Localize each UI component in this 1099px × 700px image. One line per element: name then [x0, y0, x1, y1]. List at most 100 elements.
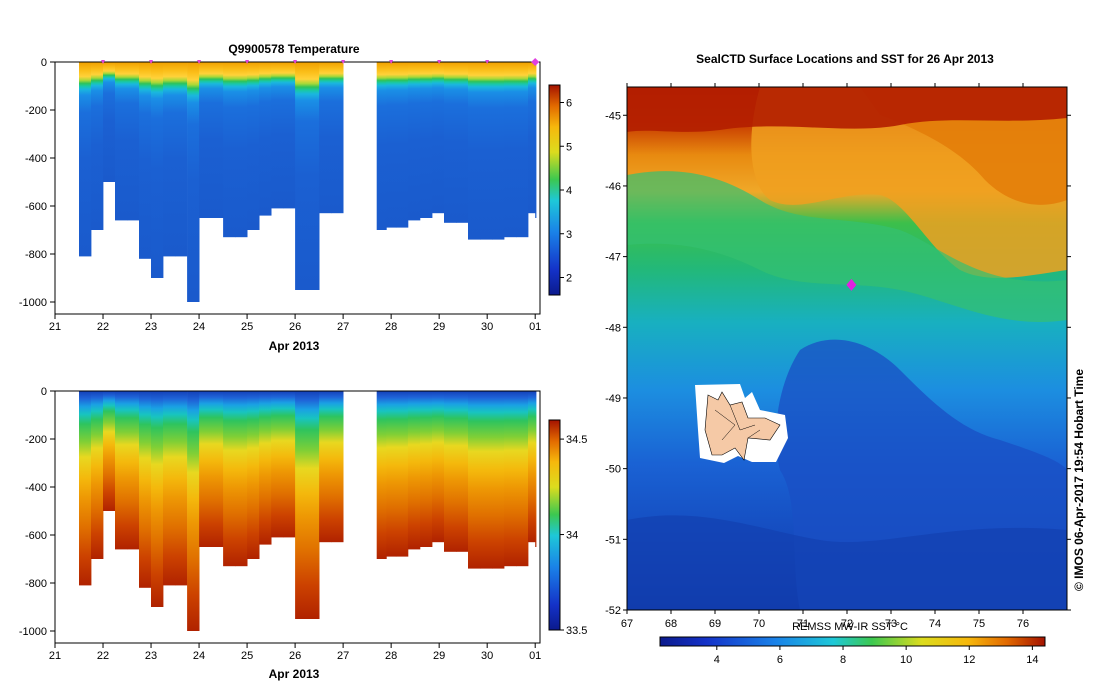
profile-column [331, 62, 344, 214]
lat-tick-label: -46 [605, 181, 621, 193]
x-tick-label: 25 [241, 321, 253, 333]
lat-tick-label: -51 [605, 534, 621, 546]
profile-column [528, 62, 536, 214]
surface-marker [101, 60, 106, 64]
profile-column [247, 391, 260, 559]
y-tick-label: -600 [25, 530, 47, 542]
profile-column [528, 391, 536, 543]
profile-column [386, 62, 397, 228]
profile-column [139, 62, 152, 259]
x-tick-label: 30 [481, 650, 493, 662]
surface-marker [389, 60, 394, 64]
temp-y-axis: 0 -200 -400 -600 -800 -1000 [19, 57, 55, 309]
profile-column [516, 62, 529, 238]
lon-tick-label: 68 [665, 618, 677, 630]
profile-column [187, 62, 200, 302]
surface-marker [293, 60, 298, 64]
profile-column [247, 62, 260, 230]
profile-column [127, 391, 140, 550]
temp-chart-title: Q9900578 Temperature [228, 42, 360, 56]
profile-column [199, 62, 212, 218]
surface-markers [101, 58, 540, 66]
profile-column [456, 62, 469, 223]
profile-column [420, 391, 433, 547]
x-tick-label: 21 [49, 321, 61, 333]
profile-column [504, 391, 517, 567]
profile-column [103, 62, 116, 182]
profile-column [432, 391, 445, 543]
temp-x-label: Apr 2013 [269, 339, 320, 353]
lon-tick-label: 70 [753, 618, 765, 630]
profile-column [504, 62, 517, 238]
y-tick-label: -800 [25, 578, 47, 590]
lon-tick-label: 71 [797, 618, 809, 630]
y-tick-label: -600 [25, 201, 47, 213]
lon-tick-label: 69 [709, 618, 721, 630]
seal-position [846, 278, 857, 291]
colorbar-tick-label: 34.5 [566, 434, 587, 446]
profile-column [175, 62, 188, 257]
salinity-colorbar-ticks: 33.5 34 34.5 [560, 434, 587, 637]
x-tick-label: 24 [193, 321, 205, 333]
surface-marker [485, 60, 490, 64]
y-tick-label: -800 [25, 249, 47, 261]
profile-column [492, 62, 505, 240]
profile-column [223, 391, 236, 567]
y-tick-label: -1000 [19, 297, 47, 309]
x-tick-label: 27 [337, 650, 349, 662]
profile-column [319, 391, 332, 543]
profile-column [79, 62, 92, 257]
y-tick-label: 0 [41, 57, 47, 69]
lat-tick-label: -52 [605, 605, 621, 617]
lon-tick-label: 74 [929, 618, 941, 630]
profile-column [259, 62, 272, 216]
salinity-profiles [79, 391, 537, 631]
sst-colorbar-label: REMSS MW-IR SST °C [792, 621, 908, 633]
x-tick-label: 25 [241, 650, 253, 662]
sst-colorbar-tick-label: 10 [900, 654, 912, 666]
colorbar-tick-label: 33.5 [566, 625, 587, 637]
profile-column [386, 391, 397, 557]
x-tick-label: 26 [289, 321, 301, 333]
profile-column [420, 62, 433, 218]
profile-column [283, 391, 296, 538]
x-tick-label: 22 [97, 650, 109, 662]
lon-tick-label: 76 [1017, 618, 1029, 630]
x-tick-label: 24 [193, 650, 205, 662]
x-tick-label: 28 [385, 321, 397, 333]
profile-column [211, 391, 224, 547]
y-tick-label: -1000 [19, 626, 47, 638]
colorbar-tick-label: 5 [566, 141, 572, 153]
map-title: SealCTD Surface Locations and SST for 26… [696, 52, 994, 66]
profile-column [331, 391, 344, 543]
profile-column [187, 391, 200, 631]
profile-column [271, 62, 284, 209]
profile-column [407, 391, 421, 550]
temperature-profiles [79, 62, 537, 302]
y-tick-label: -400 [25, 153, 47, 165]
colorbar-tick-label: 6 [566, 98, 572, 110]
profile-column [163, 391, 176, 586]
x-tick-label: 26 [289, 650, 301, 662]
colorbar-tick-label: 3 [566, 229, 572, 241]
x-tick-label: 29 [433, 321, 445, 333]
imos-credit: © IMOS 06-Apr-2017 19:54 Hobart Time [1072, 369, 1086, 591]
profile-column [468, 62, 481, 240]
temp-colorbar-ticks: 2 3 4 5 6 [560, 98, 572, 285]
x-tick-label: 23 [145, 321, 157, 333]
profile-column [480, 391, 493, 569]
sst-colorbar-tick-label: 6 [777, 654, 783, 666]
salinity-plot-frame [54, 390, 541, 644]
profile-column [283, 62, 296, 209]
lat-tick-label: -45 [605, 110, 621, 122]
surface-marker [245, 60, 250, 64]
x-tick-label: 23 [145, 650, 157, 662]
profile-column [468, 391, 481, 569]
salinity-x-label: Apr 2013 [269, 667, 320, 681]
profile-column [444, 62, 457, 223]
kerguelen-island [704, 391, 781, 461]
profile-column [271, 391, 284, 538]
surface-marker [437, 60, 442, 64]
sst-colorbar-tick-label: 14 [1026, 654, 1038, 666]
y-tick-label: -400 [25, 482, 47, 494]
